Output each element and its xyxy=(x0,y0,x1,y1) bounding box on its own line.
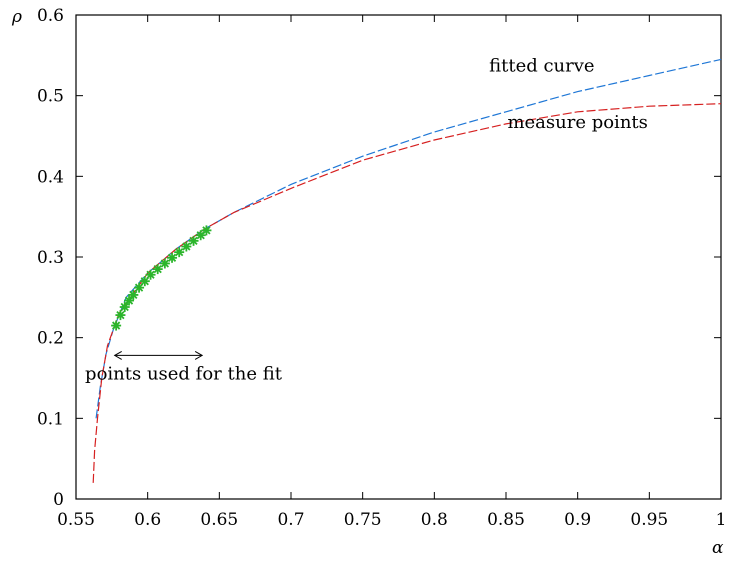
fit-point-marker xyxy=(124,295,135,306)
fit-point-marker xyxy=(201,225,212,236)
fit-point-marker xyxy=(111,320,122,331)
fit-point-marker xyxy=(167,252,178,263)
y-axis-label: ρ xyxy=(11,7,22,27)
series-line-measure-points xyxy=(92,103,722,483)
annotation-label: fitted curve xyxy=(489,55,594,76)
x-tick-label: 0.8 xyxy=(421,510,448,530)
y-tick-label: 0.2 xyxy=(37,329,64,349)
fit-point-marker xyxy=(134,282,145,293)
x-tick-label: 0.85 xyxy=(487,510,525,530)
x-tick-label: 0.9 xyxy=(564,510,591,530)
fit-range-arrow xyxy=(113,350,204,360)
fit-point-marker xyxy=(159,258,170,269)
y-tick-label: 0.1 xyxy=(37,409,64,429)
fit-point-marker xyxy=(119,302,130,313)
fit-point-marker xyxy=(174,247,185,258)
fit-point-marker xyxy=(181,241,192,252)
x-tick-label: 0.6 xyxy=(134,510,161,530)
x-tick-label: 0.95 xyxy=(630,510,668,530)
fit-point-marker xyxy=(188,235,199,246)
series-line-fitted-curve xyxy=(95,58,722,419)
y-tick-label: 0.5 xyxy=(37,87,64,107)
fit-point-marker xyxy=(145,269,156,280)
y-tick-label: 0.6 xyxy=(37,6,64,26)
x-tick-label: 0.7 xyxy=(277,510,304,530)
y-tick-label: 0 xyxy=(53,490,64,510)
fit-point-marker xyxy=(128,289,139,300)
fit-point-marker xyxy=(152,264,163,275)
y-tick-label: 0.4 xyxy=(37,167,64,187)
annotation-label: points used for the fit xyxy=(85,364,283,385)
fit-point-marker xyxy=(115,310,126,321)
x-axis-label: α xyxy=(712,538,724,558)
y-tick-label: 0.3 xyxy=(37,248,64,268)
x-tick-label: 1 xyxy=(716,510,727,530)
x-tick-label: 0.65 xyxy=(200,510,238,530)
fit-point-marker xyxy=(139,276,150,287)
annotation-label: measure points xyxy=(507,112,647,133)
x-tick-label: 0.55 xyxy=(57,510,95,530)
x-tick-label: 0.75 xyxy=(344,510,382,530)
